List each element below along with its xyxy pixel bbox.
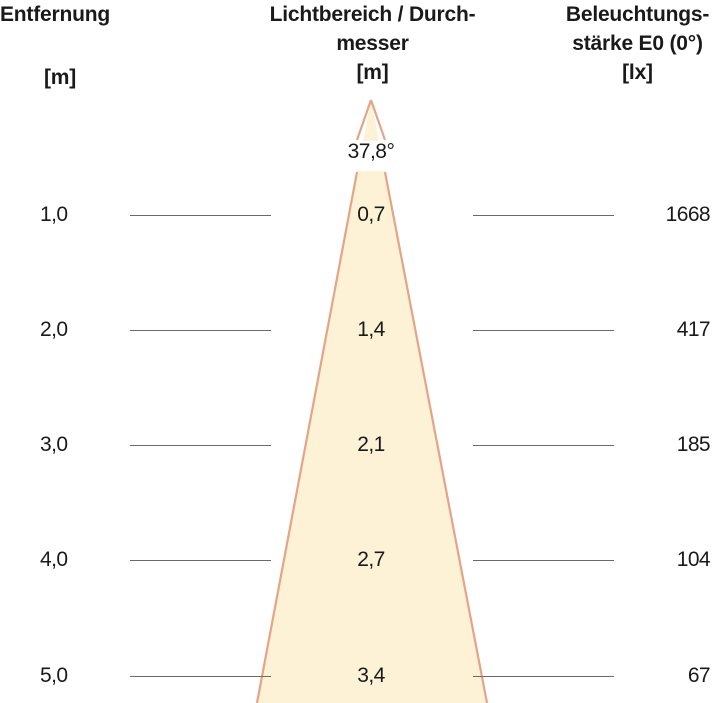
illuminance-value: 1668	[665, 203, 711, 226]
table-row: 2,0 1,4 417	[0, 315, 720, 345]
table-row: 5,0 3,4 67	[0, 661, 720, 691]
illuminance-header-unit: [lx]	[622, 61, 653, 84]
illuminance-header-title-cont: stärke E0 (0°)	[572, 32, 703, 55]
diameter-value: 3,4	[357, 664, 385, 687]
diameter-header-title: Lichtbereich / Durch-	[269, 3, 476, 26]
distance-column-header: Entfernung [m]	[0, 0, 134, 92]
illuminance-value: 417	[676, 318, 711, 341]
distance-value: 2,0	[40, 318, 68, 341]
distance-header-unit: [m]	[44, 66, 77, 89]
divider-line	[130, 330, 271, 331]
illuminance-column-header: Beleuchtungs- stärke E0 (0°) [lx]	[555, 0, 720, 87]
divider-line	[130, 215, 271, 216]
beam-angle-label: 37,8°	[347, 140, 395, 163]
illuminance-value: 67	[687, 664, 711, 687]
divider-line	[473, 215, 614, 216]
distance-value: 4,0	[40, 548, 68, 571]
diameter-value: 2,1	[357, 433, 385, 456]
diameter-value: 0,7	[357, 203, 385, 226]
illuminance-value: 104	[676, 548, 711, 571]
distance-value: 5,0	[40, 664, 68, 687]
divider-line	[130, 560, 271, 561]
distance-value: 1,0	[40, 203, 68, 226]
divider-line	[473, 676, 614, 677]
divider-line	[473, 330, 614, 331]
distance-value: 3,0	[40, 433, 68, 456]
distance-header-title: Entfernung	[0, 3, 110, 26]
divider-line	[130, 445, 271, 446]
divider-line	[473, 560, 614, 561]
illuminance-header-title: Beleuchtungs-	[565, 3, 710, 26]
illuminance-value: 185	[676, 433, 711, 456]
table-row: 4,0 2,7 104	[0, 545, 720, 575]
diameter-value: 1,4	[357, 318, 385, 341]
diameter-header-unit: [m]	[356, 61, 389, 84]
divider-line	[130, 676, 271, 677]
diameter-header-title-cont: messer	[336, 32, 409, 55]
divider-line	[473, 445, 614, 446]
diameter-value: 2,7	[357, 548, 385, 571]
table-row: 3,0 2,1 185	[0, 430, 720, 460]
diameter-column-header: Lichtbereich / Durch- messer [m]	[250, 0, 495, 87]
table-row: 1,0 0,7 1668	[0, 200, 720, 230]
